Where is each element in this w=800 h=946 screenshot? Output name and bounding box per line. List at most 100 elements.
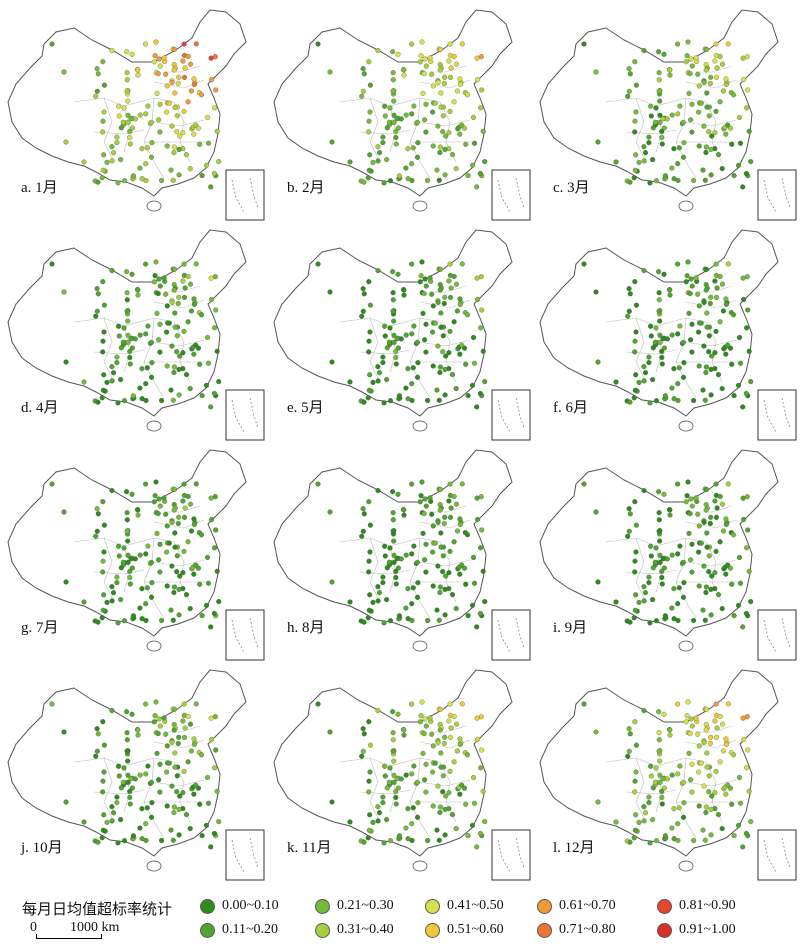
south-china-sea-inset (491, 609, 531, 661)
monitoring-station (384, 785, 390, 791)
monitoring-station (395, 125, 401, 131)
monitoring-station (465, 613, 471, 619)
monitoring-station (660, 116, 666, 122)
monitoring-station (646, 800, 652, 806)
monitoring-station (100, 607, 106, 613)
monitoring-station (474, 404, 480, 410)
monitoring-station (398, 556, 404, 562)
monitoring-station (641, 488, 647, 494)
monitoring-station (124, 489, 130, 495)
monitoring-station (447, 481, 453, 487)
monitoring-station (405, 176, 411, 182)
monitoring-station (432, 100, 438, 106)
monitoring-station (423, 503, 429, 509)
monitoring-station (109, 268, 115, 274)
monitoring-station (701, 739, 707, 745)
monitoring-station (367, 109, 373, 115)
monitoring-station (124, 528, 130, 534)
monitoring-station (100, 279, 106, 285)
monitoring-station (180, 350, 186, 356)
province-boundary (151, 779, 205, 787)
monitoring-station (367, 152, 373, 158)
monitoring-station (713, 701, 719, 707)
monitoring-station (176, 514, 182, 520)
monitoring-station (390, 269, 396, 275)
monitoring-station (384, 817, 390, 823)
monitoring-station (176, 146, 182, 152)
monitoring-station (713, 734, 720, 740)
monitoring-station (448, 285, 454, 291)
monitoring-station (401, 72, 407, 78)
monitoring-station (387, 545, 393, 551)
legend-label: 0.41~0.50 (447, 898, 504, 913)
monitoring-station (81, 379, 87, 385)
monitoring-station (626, 286, 632, 292)
monitoring-station (448, 725, 454, 731)
monitoring-station (209, 76, 215, 83)
monitoring-station (125, 559, 131, 565)
monitoring-station (208, 275, 214, 281)
monitoring-station (182, 65, 188, 71)
monitoring-station (174, 553, 180, 559)
monitoring-station (451, 319, 457, 325)
monitoring-station (116, 113, 122, 119)
scale-bar-line (36, 934, 102, 939)
monitoring-station (725, 481, 731, 487)
monitoring-station (740, 715, 746, 721)
monitoring-station (479, 747, 485, 753)
monitoring-station (451, 759, 457, 765)
monitoring-station (423, 569, 429, 575)
monitoring-station (748, 819, 754, 825)
province-boundary (369, 97, 381, 163)
south-china-sea-inset (757, 609, 797, 661)
monitoring-station (746, 568, 752, 574)
monitoring-station (632, 118, 638, 124)
monitoring-station (94, 528, 100, 534)
monitoring-station (656, 88, 662, 94)
monitoring-station (110, 590, 117, 596)
monitoring-station (191, 81, 197, 87)
monitoring-station (685, 39, 691, 45)
monitoring-station (366, 719, 372, 725)
monitoring-station (104, 379, 110, 385)
monitoring-station (464, 532, 471, 538)
province-boundary (151, 339, 205, 347)
monitoring-station (172, 104, 178, 110)
monitoring-station (157, 761, 163, 767)
monitoring-station (681, 580, 687, 586)
monitoring-station (641, 158, 647, 164)
monitoring-station (393, 348, 399, 354)
monitoring-station (405, 586, 411, 592)
monitoring-station (171, 706, 178, 712)
monitoring-station (723, 571, 729, 577)
monitoring-station (656, 290, 662, 296)
monitoring-station (181, 328, 187, 334)
monitoring-station (743, 390, 749, 397)
monitoring-station (386, 559, 392, 565)
panel-label: l. 12月 (552, 836, 596, 857)
province-boundary (417, 119, 471, 127)
monitoring-station (440, 789, 446, 795)
monitoring-station (191, 301, 197, 307)
monitoring-station (641, 378, 647, 384)
monitoring-station (430, 523, 436, 529)
monitoring-station (375, 364, 381, 370)
monitoring-station (422, 56, 428, 62)
monitoring-station (127, 788, 133, 794)
monitoring-station (627, 731, 633, 737)
monitoring-station (161, 55, 167, 61)
monitoring-station (198, 312, 205, 318)
monitoring-station (143, 331, 149, 337)
monitoring-station (366, 607, 372, 613)
monitoring-station (703, 46, 710, 52)
monitoring-station (154, 90, 160, 96)
monitoring-station (449, 812, 456, 818)
monitoring-station (157, 569, 163, 575)
monitoring-station (723, 741, 729, 747)
monitoring-station (725, 701, 731, 707)
map-panel: a. 1月 (0, 0, 268, 221)
monitoring-station (405, 616, 411, 622)
province-boundary (635, 757, 647, 823)
monitoring-station (647, 620, 653, 626)
monitoring-station (411, 103, 417, 109)
